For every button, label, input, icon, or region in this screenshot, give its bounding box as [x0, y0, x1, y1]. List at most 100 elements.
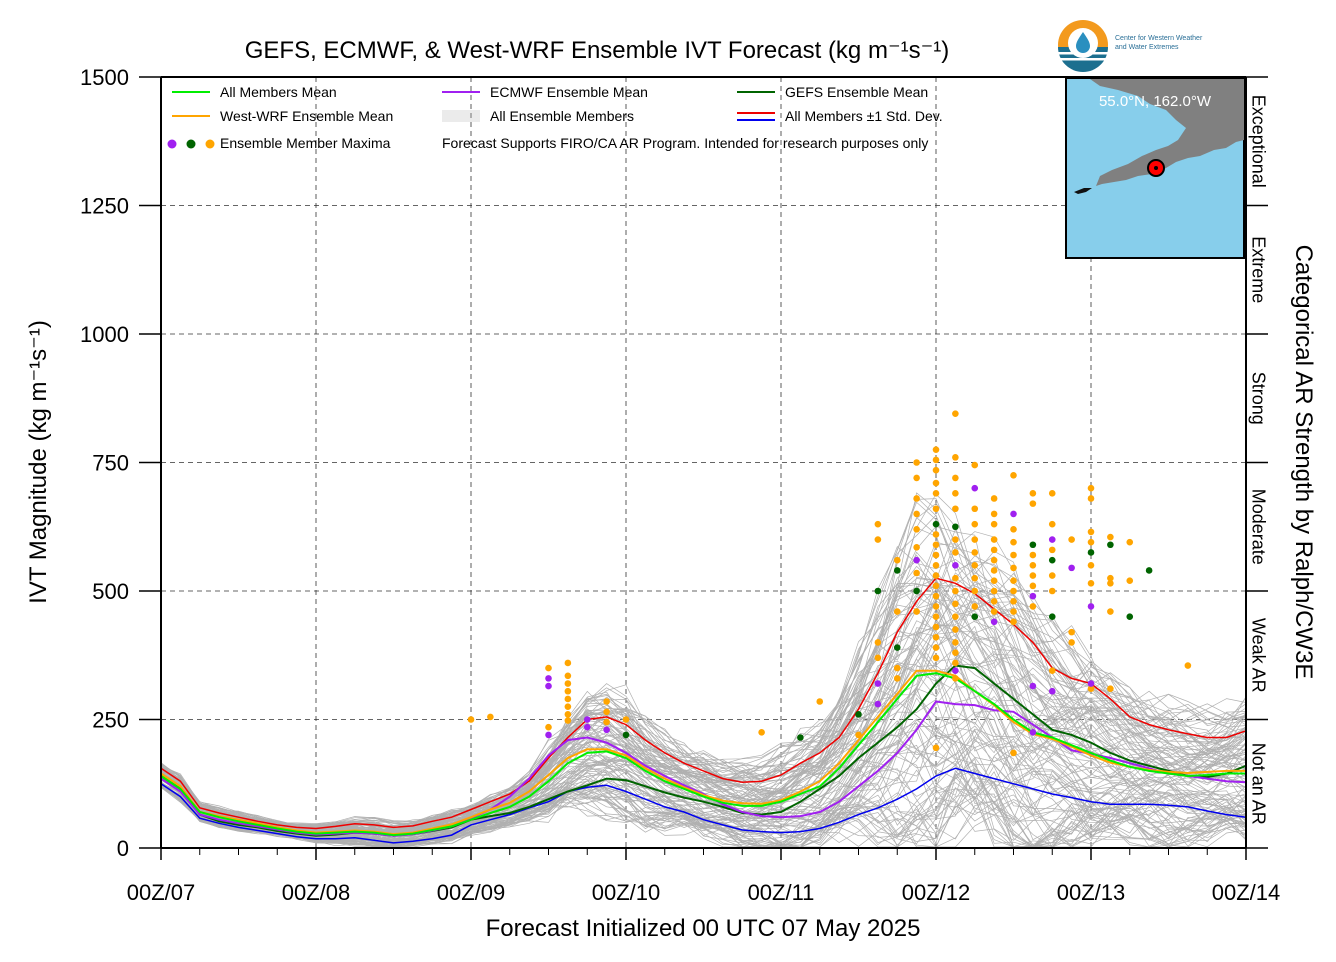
- member-maximum-point: [545, 675, 552, 682]
- x-tick-label: 00Z/13: [1057, 880, 1126, 905]
- member-maximum-point: [893, 608, 901, 615]
- y-tick-label: 1250: [80, 194, 129, 219]
- member-maximum-point: [603, 698, 610, 705]
- member-maximum-point: [603, 718, 610, 726]
- member-maximum-point: [1107, 533, 1114, 541]
- category-label: Not an AR: [1248, 743, 1268, 825]
- legend-dot: [205, 139, 215, 149]
- member-maximum-point: [545, 664, 552, 672]
- member-maximum-point: [1010, 587, 1017, 595]
- member-maximum-point: [1087, 538, 1095, 546]
- ensemble-member-line: [160, 573, 1247, 832]
- member-maximum-point: [1126, 613, 1134, 620]
- member-maximum-point: [1087, 685, 1095, 692]
- member-maximum-point: [1029, 682, 1037, 690]
- member-maximum-point: [1010, 618, 1017, 626]
- member-maximum-point: [1107, 574, 1114, 582]
- member-maximum-point: [1068, 564, 1075, 572]
- water-drop-sun-icon: [1058, 20, 1108, 72]
- member-maximum-point: [952, 626, 959, 633]
- member-maximum-point: [952, 675, 959, 682]
- series-line-all-members-1-std-dev-: [160, 577, 1247, 830]
- member-maximum-point: [932, 582, 940, 590]
- member-maximum-point: [932, 531, 940, 538]
- member-maximum-point: [564, 711, 572, 718]
- legend: All Members Mean ECMWF Ensemble Mean GEFS …: [167, 84, 943, 151]
- member-maximum-point: [1087, 495, 1095, 502]
- member-maximum-point: [1029, 592, 1037, 600]
- legend-label: ECMWF Ensemble Mean: [490, 84, 648, 100]
- member-maximum-point: [816, 698, 824, 705]
- member-maximum-point: [467, 716, 475, 723]
- member-maximum-point: [874, 536, 882, 543]
- member-maximum-point: [1029, 729, 1037, 736]
- member-maximum-point: [952, 659, 959, 667]
- ensemble-member-line: [160, 783, 1247, 848]
- member-maximum-point: [1068, 628, 1075, 636]
- member-maximum-point: [1087, 549, 1095, 556]
- member-maximum-point: [913, 510, 920, 518]
- member-maximum-point: [990, 567, 998, 574]
- member-maximum-point: [893, 644, 901, 651]
- right-axis-label: Categorical AR Strength by Ralph/CW3E: [1290, 245, 1317, 680]
- member-maximum-point: [932, 490, 940, 497]
- x-axis-label: Forecast Initialized 00 UTC 07 May 2025: [486, 915, 921, 942]
- x-tick-label: 00Z/14: [1212, 880, 1281, 905]
- member-maximum-point: [1087, 562, 1095, 569]
- member-maximum-point: [564, 703, 572, 710]
- ensemble-member-line: [160, 783, 1247, 848]
- member-maximum-point: [932, 446, 940, 453]
- member-maximum-point: [971, 613, 979, 620]
- member-maximum-point: [932, 541, 940, 549]
- member-maximum-point: [990, 608, 998, 615]
- member-maximum-point: [932, 644, 940, 651]
- member-maximum-point: [952, 613, 959, 620]
- member-maximum-point: [1010, 472, 1017, 479]
- legend-dot: [167, 139, 177, 149]
- member-maximum-point: [932, 623, 940, 631]
- member-maximum-point: [971, 505, 979, 513]
- series-line-all-members-1-std-dev-: [160, 767, 1247, 844]
- member-maximum-point: [1010, 564, 1017, 572]
- ensemble-member-line: [160, 787, 1247, 848]
- member-maximum-point: [1048, 520, 1056, 528]
- member-maximum-point: [1029, 551, 1037, 559]
- ensemble-member-line: [160, 543, 1247, 829]
- member-maximum-point: [952, 649, 959, 656]
- member-maximum-point: [990, 536, 998, 543]
- member-maximum-point: [622, 731, 630, 739]
- member-maximum-point: [1048, 490, 1056, 497]
- member-maximum-point: [913, 495, 920, 502]
- member-maximum-point: [990, 546, 998, 554]
- ensemble-member-line: [160, 492, 1247, 828]
- y-tick-label: 1500: [80, 65, 129, 90]
- member-maximum-point: [1010, 538, 1017, 546]
- member-maximum-point: [913, 556, 920, 564]
- member-maximum-point: [932, 551, 940, 559]
- member-maximum-point: [971, 461, 979, 469]
- member-maximum-point: [874, 680, 882, 687]
- member-maximum-point: [932, 505, 940, 513]
- ensemble-member-line: [160, 547, 1247, 830]
- member-maximum-point: [971, 520, 979, 528]
- member-maximum-point: [990, 597, 998, 605]
- member-maximum-point: [990, 577, 998, 585]
- member-maximum-point: [952, 639, 959, 646]
- member-maximum-point: [758, 729, 765, 736]
- member-maximum-point: [952, 574, 959, 582]
- member-maximum-point: [564, 680, 572, 687]
- member-maximum-point: [952, 505, 959, 513]
- member-maximum-point: [564, 687, 572, 695]
- member-maximum-point: [1010, 526, 1017, 533]
- member-maximum-point: [874, 639, 882, 646]
- member-maximum-point: [855, 711, 862, 718]
- member-maximum-point: [1010, 597, 1017, 605]
- member-maximum-point: [1107, 541, 1114, 549]
- member-maximum-point: [952, 562, 959, 569]
- legend-label: West-WRF Ensemble Mean: [220, 108, 393, 124]
- member-maximum-point: [913, 459, 920, 466]
- series-line-west-wrf-ensemble-mean: [160, 669, 1246, 836]
- member-maximum-point: [971, 574, 979, 582]
- member-maximum-point: [893, 556, 901, 564]
- member-maximum-point: [1126, 538, 1134, 546]
